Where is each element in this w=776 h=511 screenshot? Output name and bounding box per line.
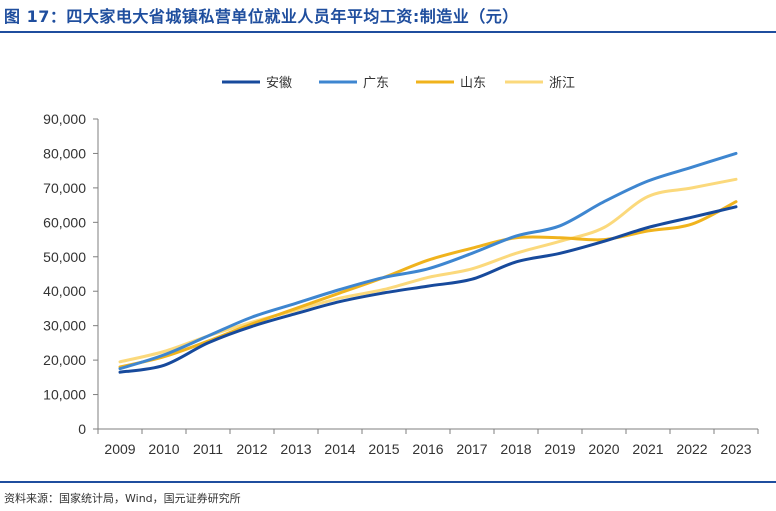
- y-tick-label: 70,000: [43, 180, 86, 196]
- y-tick-label: 50,000: [43, 249, 86, 265]
- y-tick-label: 30,000: [43, 318, 86, 334]
- y-tick-label: 90,000: [43, 111, 86, 127]
- x-tick-label: 2013: [280, 441, 311, 457]
- x-tick-label: 2015: [368, 441, 399, 457]
- chart-title: 图 17：四大家电大省城镇私营单位就业人员年平均工资:制造业（元）: [4, 7, 519, 26]
- legend-label: 浙江: [549, 76, 575, 91]
- y-tick-label: 60,000: [43, 214, 86, 230]
- x-axis: 2009 2010 2011 2012 2013 2014 2015 2016 2017 2018…: [97, 428, 759, 457]
- legend-label: 安徽: [266, 76, 292, 91]
- x-tick-label: 2017: [456, 441, 487, 457]
- x-tick-label: 2018: [500, 441, 531, 457]
- series-line-1: [118, 151, 738, 371]
- source-note: 资料来源：国家统计局，Wind，国元证券研究所: [4, 492, 241, 505]
- y-tick-label: 20,000: [43, 352, 86, 368]
- x-tick-label: 2022: [676, 441, 707, 457]
- y-tick-label: 40,000: [43, 283, 86, 299]
- x-tick-label: 2011: [193, 441, 223, 457]
- x-tick-label: 2020: [588, 441, 619, 457]
- x-tick-label: 2019: [544, 441, 575, 457]
- x-tick-label: 2012: [236, 441, 267, 457]
- series-line-0: [118, 205, 738, 374]
- legend-label: 山东: [460, 76, 486, 91]
- y-tick-label: 0: [78, 421, 86, 437]
- x-tick-label: 2021: [632, 441, 663, 457]
- footer-divider: [0, 481, 776, 483]
- y-tick-label: 80,000: [43, 145, 86, 161]
- title-divider: [0, 31, 776, 33]
- x-tick-label: 2009: [104, 441, 135, 457]
- plot-area: [118, 151, 738, 374]
- y-axis: 0 10,000 20,000 30,000 40,000 50,000 60,000 70,…: [43, 111, 99, 437]
- legend-label: 广东: [363, 76, 389, 91]
- x-tick-label: 2016: [412, 441, 443, 457]
- x-tick-label: 2014: [324, 441, 355, 457]
- x-tick-label: 2010: [148, 441, 179, 457]
- legend: 安徽 广东 山东 浙江: [222, 76, 575, 91]
- y-tick-label: 10,000: [43, 387, 86, 403]
- x-tick-label: 2023: [720, 441, 751, 457]
- line-chart: 安徽 广东 山东 浙江 0 10,000 20,000 30,000 40,000 50,000…: [43, 76, 759, 457]
